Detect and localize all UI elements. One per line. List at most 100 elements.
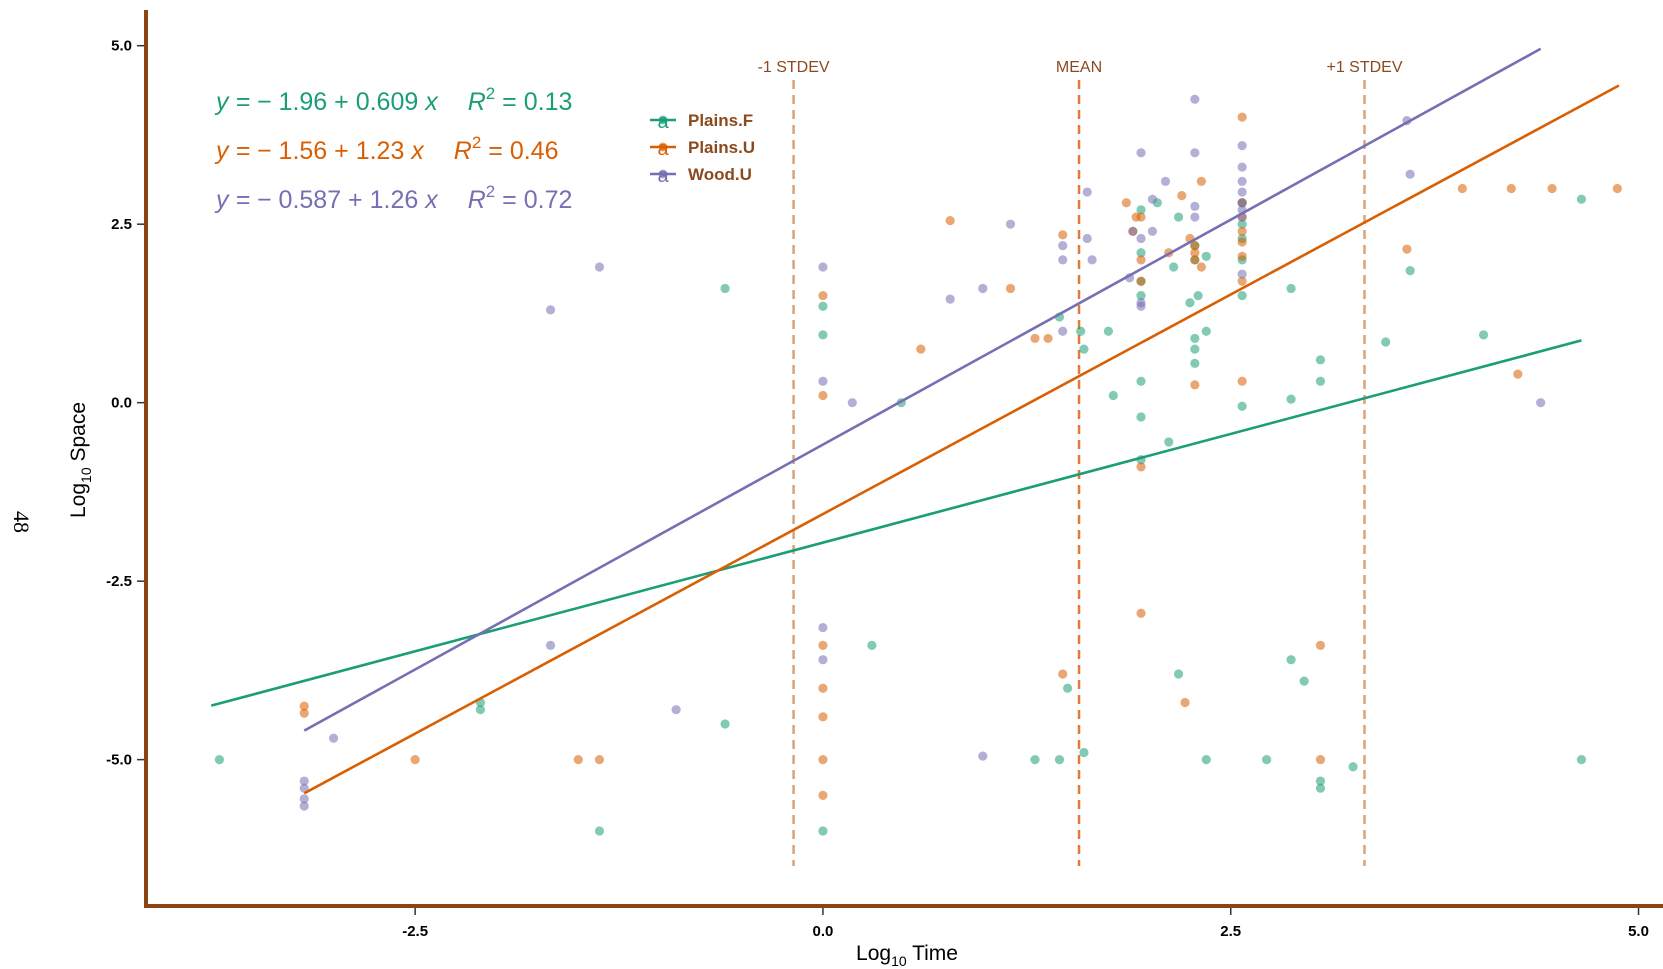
data-point — [867, 640, 877, 651]
y-axis-label-rest: Space — [67, 402, 90, 467]
data-point — [1237, 112, 1247, 122]
data-point — [1043, 333, 1053, 344]
data-point — [410, 755, 420, 765]
data-point — [1121, 198, 1131, 208]
equation-lhs: y = — [214, 186, 257, 214]
data-point — [818, 376, 828, 386]
data-point — [720, 719, 730, 729]
data-point — [818, 790, 828, 800]
y-tick-label: 0.0 — [111, 395, 132, 412]
series-points-wood-u — [299, 94, 1546, 811]
data-point — [1058, 230, 1068, 240]
data-point — [1315, 783, 1326, 793]
x-axis-label: Log10 Time — [856, 942, 958, 969]
data-point — [1076, 326, 1086, 336]
data-point — [1136, 255, 1146, 265]
data-point — [299, 776, 309, 786]
data-point — [1536, 398, 1546, 408]
data-point — [818, 655, 828, 665]
data-point — [1190, 333, 1200, 344]
legend-glyph: a — [657, 111, 669, 133]
data-point — [1237, 162, 1247, 172]
equation-exp: 2 — [486, 84, 495, 103]
data-point — [1237, 219, 1247, 229]
data-point — [1576, 194, 1587, 204]
equation-body: − 1.56 + 1.23 — [257, 137, 411, 165]
page-number: 48 — [9, 511, 34, 533]
data-point — [299, 783, 309, 793]
data-point — [1173, 669, 1184, 679]
data-point — [1381, 337, 1391, 347]
data-point — [1315, 355, 1326, 365]
data-point — [1506, 183, 1516, 194]
x-tick-label: -2.5 — [402, 923, 428, 940]
data-point — [1190, 201, 1200, 211]
data-point — [818, 390, 828, 401]
regression-equations: y = − 1.96 + 0.609 x R2 = 0.13y = − 1.56 … — [214, 84, 572, 214]
data-points — [214, 94, 1622, 836]
data-point — [1103, 326, 1113, 336]
equation-body: − 1.96 + 0.609 — [257, 88, 425, 116]
data-point — [978, 751, 988, 761]
data-point — [1315, 376, 1326, 386]
data-point — [1237, 226, 1247, 236]
equation-rhs: = 0.72 — [495, 186, 572, 214]
legend: a Plains.F a Plains.U a Wood.U — [650, 111, 755, 187]
x-axis-label-base: Log — [856, 942, 891, 965]
data-point — [1079, 344, 1089, 354]
data-point — [1136, 205, 1146, 215]
data-point — [299, 708, 309, 718]
axes — [144, 10, 1663, 908]
data-point — [1196, 262, 1206, 272]
data-point — [1201, 326, 1211, 336]
data-point — [545, 640, 556, 651]
data-point — [1402, 244, 1412, 254]
data-point — [1136, 233, 1146, 244]
fit-line-wood-u — [303, 47, 1542, 732]
data-point — [720, 283, 730, 294]
legend-glyph: a — [657, 138, 669, 160]
data-point — [1237, 276, 1247, 286]
data-point — [1237, 251, 1247, 261]
equation-r: R — [468, 88, 486, 116]
data-point — [1136, 212, 1146, 222]
data-point — [1087, 255, 1097, 265]
data-point — [1190, 212, 1200, 222]
data-point — [1190, 148, 1200, 158]
data-point — [214, 755, 225, 765]
equation-lhs: y = — [214, 137, 257, 165]
data-point — [299, 701, 309, 711]
x-axis-label-sub: 10 — [891, 953, 907, 969]
equation-rhs: = 0.46 — [481, 137, 558, 165]
data-point — [1147, 194, 1158, 204]
series-points-plains-u — [299, 112, 1622, 800]
data-point — [1082, 187, 1092, 197]
data-point — [1128, 226, 1138, 236]
regression-lines — [210, 47, 1620, 795]
data-point — [1058, 326, 1068, 336]
data-point — [1030, 755, 1040, 765]
data-point — [1478, 330, 1489, 340]
data-point — [818, 301, 828, 311]
data-point — [1315, 640, 1326, 651]
data-point — [818, 755, 828, 765]
data-point — [1169, 262, 1179, 272]
equation-rhs: = 0.13 — [495, 88, 572, 116]
data-point — [1286, 394, 1296, 404]
data-point — [1136, 148, 1146, 158]
data-point — [1237, 290, 1247, 301]
legend-label: Plains.U — [688, 138, 755, 157]
data-point — [818, 640, 828, 651]
data-point — [1193, 290, 1203, 301]
equation-lhs: y = — [214, 88, 257, 116]
legend-item-wood-u: a Wood.U — [650, 165, 752, 187]
legend-label: Wood.U — [688, 165, 752, 184]
equation-exp: 2 — [472, 133, 481, 152]
data-point — [1058, 255, 1068, 265]
fit-line-plains-u — [303, 84, 1620, 795]
data-point — [1177, 191, 1187, 201]
data-point — [1190, 380, 1200, 390]
data-point — [1315, 776, 1326, 786]
y-axis-label-base: Log — [67, 483, 90, 518]
